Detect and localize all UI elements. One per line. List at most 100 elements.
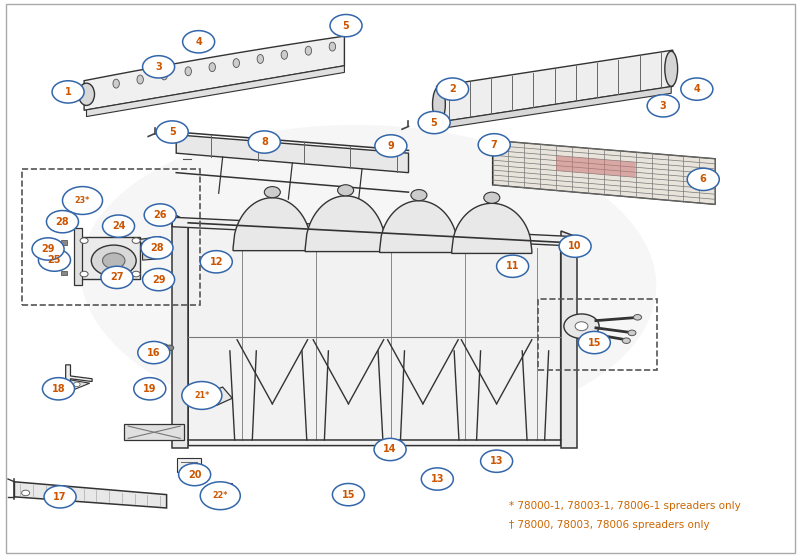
- Circle shape: [337, 185, 353, 196]
- Circle shape: [138, 341, 170, 364]
- Text: 9: 9: [387, 141, 394, 151]
- Polygon shape: [176, 135, 408, 173]
- Circle shape: [160, 344, 168, 349]
- Polygon shape: [305, 196, 386, 252]
- Polygon shape: [560, 231, 576, 448]
- Text: 23*: 23*: [75, 196, 90, 205]
- Circle shape: [32, 238, 64, 260]
- Circle shape: [52, 81, 84, 103]
- Ellipse shape: [432, 87, 445, 122]
- Ellipse shape: [257, 55, 263, 63]
- Circle shape: [155, 344, 163, 349]
- Text: 3: 3: [155, 62, 162, 72]
- Text: 20: 20: [188, 470, 201, 480]
- Circle shape: [575, 322, 588, 331]
- Circle shape: [80, 271, 88, 277]
- Text: 19: 19: [143, 384, 156, 394]
- Ellipse shape: [113, 79, 119, 88]
- Text: 29: 29: [152, 275, 165, 285]
- Text: 11: 11: [506, 261, 519, 271]
- Polygon shape: [124, 424, 184, 440]
- Circle shape: [101, 266, 133, 289]
- Circle shape: [91, 245, 136, 276]
- Text: 29: 29: [41, 244, 55, 254]
- Ellipse shape: [137, 75, 143, 84]
- Polygon shape: [556, 155, 636, 177]
- Circle shape: [200, 251, 233, 273]
- Circle shape: [436, 78, 469, 100]
- Circle shape: [166, 345, 174, 350]
- Ellipse shape: [80, 125, 656, 432]
- Polygon shape: [233, 198, 312, 251]
- Circle shape: [564, 314, 599, 339]
- Text: 4: 4: [196, 37, 202, 47]
- Text: 2: 2: [449, 84, 456, 94]
- Circle shape: [44, 486, 76, 508]
- Circle shape: [182, 382, 222, 409]
- Circle shape: [43, 378, 75, 400]
- Polygon shape: [188, 223, 560, 446]
- Circle shape: [332, 483, 365, 506]
- Circle shape: [687, 168, 719, 190]
- Circle shape: [248, 131, 280, 153]
- Ellipse shape: [305, 46, 312, 55]
- Polygon shape: [172, 217, 576, 246]
- Text: 15: 15: [341, 490, 355, 500]
- Ellipse shape: [329, 42, 336, 51]
- Text: 5: 5: [343, 21, 349, 31]
- Text: 7: 7: [491, 140, 497, 150]
- Polygon shape: [177, 458, 201, 472]
- Circle shape: [142, 268, 175, 291]
- Text: 10: 10: [568, 241, 582, 251]
- Bar: [61, 240, 68, 245]
- Circle shape: [141, 237, 173, 259]
- Circle shape: [559, 235, 591, 257]
- Circle shape: [484, 192, 500, 203]
- Polygon shape: [66, 365, 92, 393]
- Polygon shape: [86, 66, 345, 116]
- Text: 13: 13: [431, 474, 444, 484]
- Text: ENT: ENT: [355, 257, 446, 300]
- Circle shape: [418, 111, 450, 134]
- Ellipse shape: [665, 51, 678, 86]
- Circle shape: [39, 249, 71, 271]
- Bar: [61, 271, 68, 275]
- Polygon shape: [74, 228, 81, 285]
- Circle shape: [478, 134, 510, 156]
- Text: 4: 4: [693, 84, 700, 94]
- Text: 1: 1: [64, 87, 72, 97]
- Circle shape: [330, 14, 362, 37]
- Circle shape: [374, 438, 406, 461]
- Polygon shape: [439, 86, 671, 129]
- Text: EQUIPM: EQUIPM: [252, 232, 437, 275]
- Circle shape: [622, 338, 630, 344]
- Circle shape: [647, 95, 679, 117]
- Circle shape: [134, 378, 166, 400]
- Text: 22*: 22*: [213, 491, 228, 500]
- Circle shape: [200, 482, 240, 510]
- Polygon shape: [493, 140, 716, 204]
- Circle shape: [150, 345, 158, 350]
- Circle shape: [411, 189, 427, 201]
- Text: 15: 15: [588, 338, 601, 348]
- Polygon shape: [84, 36, 345, 110]
- Circle shape: [144, 204, 176, 226]
- Text: 5: 5: [431, 118, 437, 128]
- Circle shape: [481, 450, 513, 472]
- Circle shape: [132, 238, 140, 243]
- Polygon shape: [138, 237, 164, 245]
- Text: 5: 5: [169, 127, 175, 137]
- Text: 6: 6: [700, 174, 707, 184]
- Bar: [539, 299, 657, 370]
- Bar: [61, 260, 68, 264]
- Text: 14: 14: [383, 444, 397, 455]
- Circle shape: [628, 330, 636, 336]
- Circle shape: [142, 347, 150, 353]
- Ellipse shape: [161, 71, 167, 80]
- Polygon shape: [215, 483, 234, 494]
- Text: 12: 12: [209, 257, 223, 267]
- Polygon shape: [207, 387, 233, 405]
- Text: 13: 13: [490, 456, 503, 466]
- Bar: [23, 169, 200, 305]
- Ellipse shape: [233, 58, 240, 67]
